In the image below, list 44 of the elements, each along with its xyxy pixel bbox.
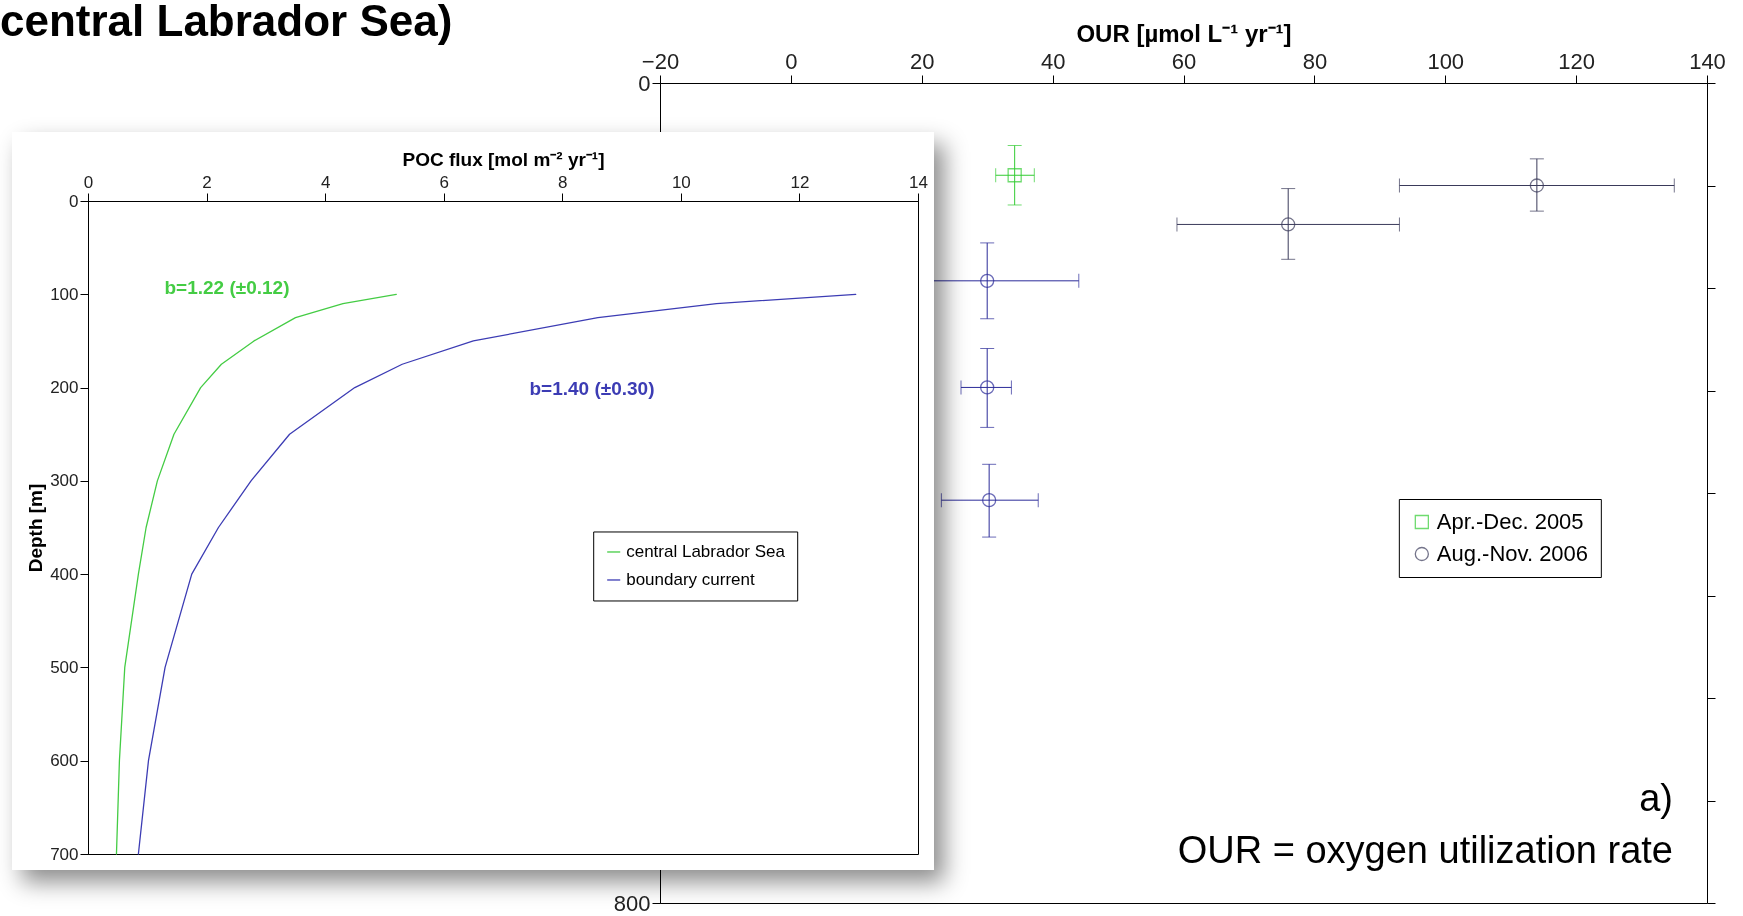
- x-tick-label: 14: [909, 172, 928, 192]
- y-axis-title: Depth [m]: [25, 483, 47, 573]
- y-tick-label: 400: [50, 564, 79, 584]
- x-axis-title: POC flux [mol m⁻² yr⁻¹]: [402, 148, 605, 170]
- x-tick-label: 100: [1427, 48, 1465, 74]
- x-tick-label: 40: [1040, 48, 1066, 74]
- annotation: b=1.40 (±0.30): [529, 378, 655, 399]
- x-tick-label: 12: [790, 172, 810, 192]
- text: central Labrador Sea): [0, 0, 453, 46]
- annotation: a): [1639, 777, 1673, 819]
- x-axis-title: OUR [µmol L⁻¹ yr⁻¹]: [1076, 19, 1292, 47]
- x-tick-label: −20: [641, 48, 680, 74]
- x-tick-label: 80: [1302, 48, 1328, 74]
- y-tick-label: 0: [69, 191, 79, 211]
- x-tick-label: 140: [1689, 48, 1726, 74]
- point: [1007, 168, 1022, 183]
- point: [981, 493, 997, 508]
- legend-label: boundary current: [626, 569, 755, 589]
- x-tick-label: 2: [202, 172, 212, 192]
- x-tick-label: 6: [439, 172, 449, 192]
- point: [980, 273, 995, 288]
- legend-label: Aug.-Nov. 2006: [1436, 541, 1589, 566]
- x-tick-label: 10: [671, 172, 691, 192]
- y-tick-label: 500: [50, 657, 79, 677]
- y-tick-label: 700: [50, 844, 79, 864]
- x-tick-label: 0: [785, 48, 798, 74]
- point: [1281, 217, 1296, 232]
- x-tick-label: 20: [910, 48, 935, 74]
- annotation: b=1.22 (±0.12): [164, 277, 290, 298]
- x-tick-label: 120: [1558, 48, 1595, 74]
- y-tick-label: 100: [50, 284, 79, 304]
- x-tick-label: 60: [1171, 48, 1197, 74]
- point: [1529, 178, 1545, 193]
- y-tick-label: 800: [613, 890, 651, 916]
- point: [980, 380, 995, 395]
- y-tick-label: 200: [50, 378, 79, 398]
- annotation: OUR = oxygen utilization rate: [1177, 829, 1673, 871]
- legend-label: Apr.-Dec. 2005: [1436, 509, 1584, 534]
- x-tick-label: 8: [558, 172, 568, 192]
- x-tick-label: 4: [320, 172, 331, 192]
- y-tick-label: 300: [50, 471, 79, 491]
- legend-label: central Labrador Sea: [626, 541, 786, 561]
- x-tick-label: 0: [83, 172, 94, 192]
- y-tick-label: 600: [50, 751, 79, 771]
